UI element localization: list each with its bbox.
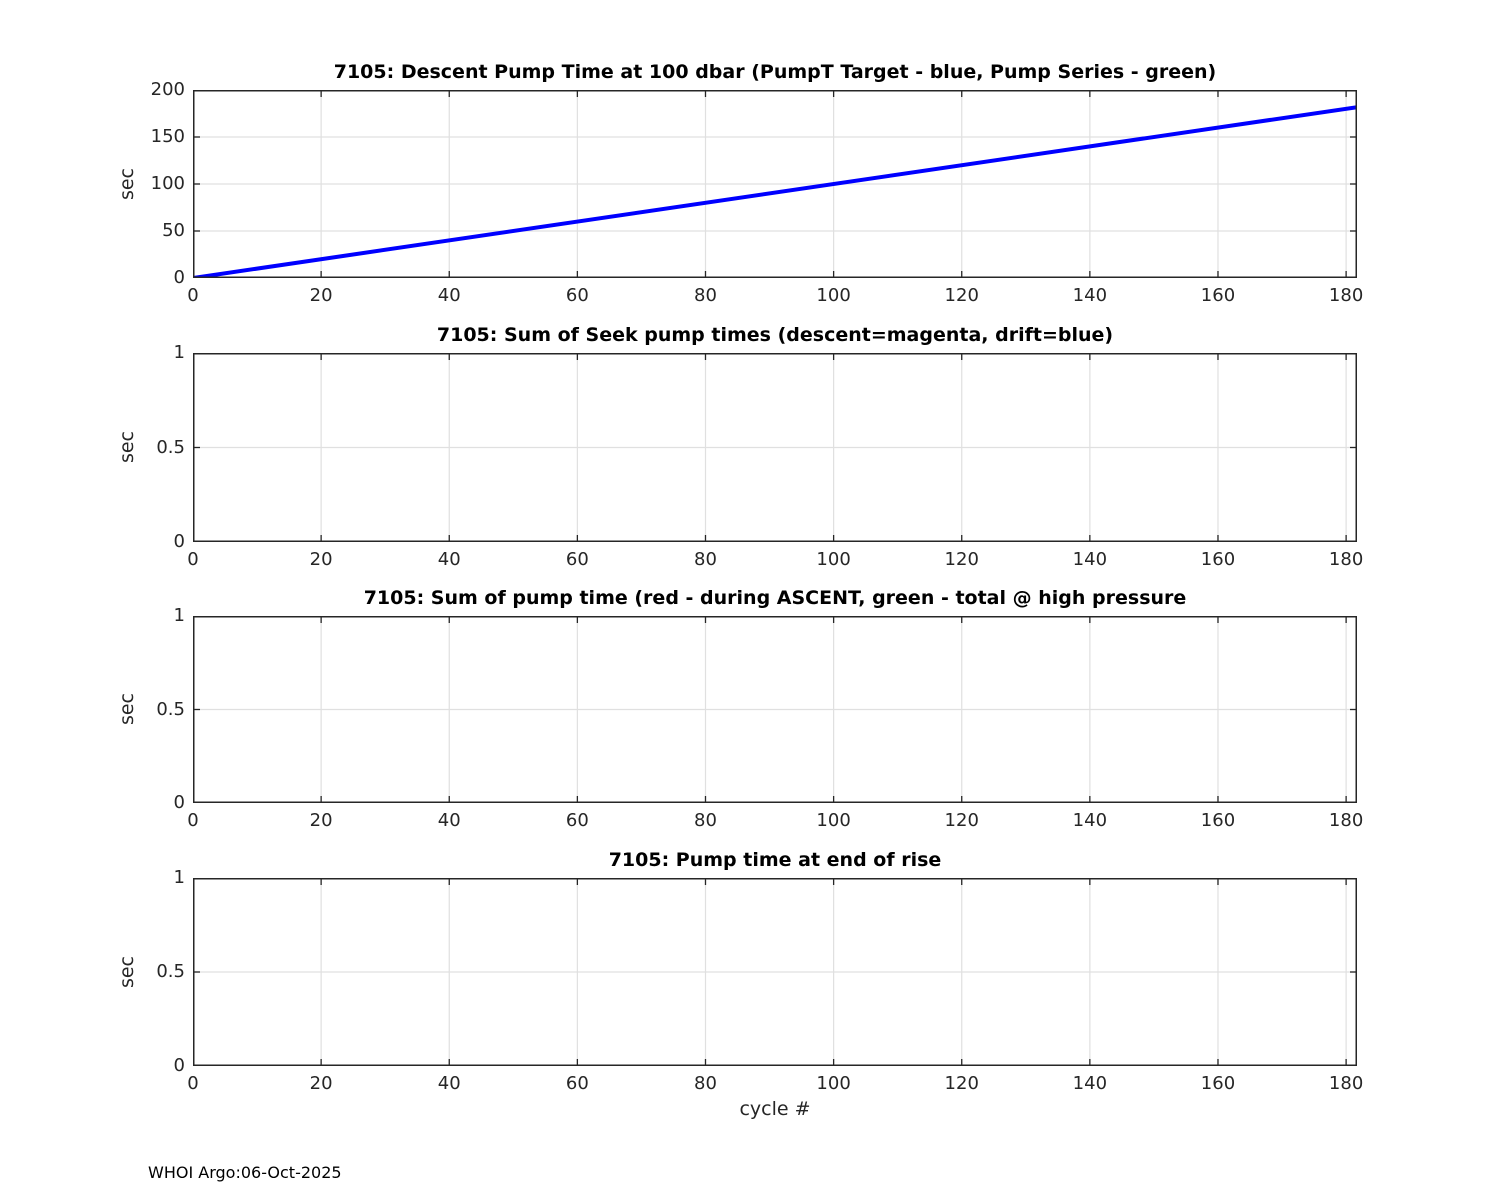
axes-box — [193, 878, 1357, 1066]
x-tick-label: 60 — [565, 1073, 589, 1094]
y-tick-label: 150 — [150, 126, 185, 147]
x-tick-label: 140 — [1072, 285, 1108, 306]
x-tick-label: 80 — [694, 285, 717, 306]
y-tick-label: 0.5 — [156, 698, 185, 720]
subplot-4-title: 7105: Pump time at end of rise — [608, 849, 942, 871]
x-tick-label: 100 — [816, 1073, 851, 1094]
axes-box — [193, 353, 1357, 542]
y-tick-label: 50 — [162, 220, 185, 241]
y-tick-label: 0 — [173, 792, 185, 813]
x-tick-label: 80 — [694, 1073, 717, 1094]
x-tick-label: 0 — [187, 549, 199, 570]
x-tick-label: 180 — [1328, 549, 1364, 570]
x-tick-label: 140 — [1072, 810, 1108, 831]
series-line — [193, 105, 1357, 278]
x-tick-label: 80 — [694, 810, 717, 831]
axes-box — [193, 90, 1357, 278]
y-tick-label: 0 — [173, 1055, 185, 1076]
x-tick-label: 20 — [309, 549, 333, 570]
x-tick-label: 40 — [437, 285, 461, 306]
y-tick-label: 100 — [150, 173, 185, 194]
y-tick-label: 0.5 — [156, 436, 185, 458]
subplot-1 — [193, 90, 1357, 278]
x-tick-label: 40 — [437, 549, 461, 570]
axes-box — [193, 616, 1357, 803]
x-axis-label: cycle # — [739, 1098, 811, 1120]
x-tick-label: 60 — [565, 810, 589, 831]
x-tick-label: 120 — [944, 549, 979, 570]
x-tick-label: 20 — [309, 1073, 333, 1094]
x-tick-label: 100 — [816, 549, 851, 570]
y-tick-label: 0 — [173, 531, 185, 552]
y-tick-label: 1 — [173, 342, 185, 363]
x-tick-label: 20 — [309, 810, 333, 831]
x-tick-label: 80 — [694, 549, 717, 570]
y-tick-label: 0.5 — [156, 961, 185, 982]
x-tick-label: 120 — [944, 810, 979, 831]
subplot-4 — [193, 878, 1357, 1066]
subplot-3 — [193, 616, 1357, 803]
x-tick-label: 60 — [565, 549, 589, 570]
x-tick-label: 160 — [1200, 285, 1236, 306]
x-tick-label: 140 — [1072, 1073, 1108, 1094]
x-tick-label: 180 — [1328, 285, 1364, 306]
x-tick-label: 120 — [944, 1073, 979, 1094]
x-tick-label: 120 — [944, 285, 979, 306]
y-tick-label: 0 — [173, 267, 185, 288]
x-tick-label: 160 — [1200, 810, 1236, 831]
y-tick-label: 1 — [173, 867, 185, 888]
x-tick-label: 180 — [1328, 1073, 1364, 1094]
x-tick-label: 100 — [816, 810, 851, 831]
x-tick-label: 0 — [187, 1073, 199, 1094]
y-tick-label: 200 — [150, 79, 185, 100]
x-tick-label: 180 — [1328, 810, 1364, 831]
subplot-1-title: 7105: Descent Pump Time at 100 dbar (Pum… — [333, 61, 1217, 83]
y-tick-label: 1 — [173, 605, 185, 626]
x-tick-label: 160 — [1200, 1073, 1236, 1094]
x-tick-label: 60 — [565, 285, 589, 306]
x-tick-label: 160 — [1200, 549, 1236, 570]
x-tick-label: 140 — [1072, 549, 1108, 570]
footer-credit: WHOI Argo:06-Oct-2025 — [148, 1163, 342, 1182]
x-tick-label: 20 — [309, 285, 333, 306]
x-tick-label: 40 — [437, 810, 461, 831]
x-tick-label: 100 — [816, 285, 851, 306]
subplot-2-title: 7105: Sum of Seek pump times (descent=ma… — [436, 324, 1114, 346]
x-tick-label: 0 — [187, 810, 199, 831]
x-tick-label: 40 — [437, 1073, 461, 1094]
subplot-2 — [193, 353, 1357, 542]
subplot-3-title: 7105: Sum of pump time (red - during ASC… — [363, 587, 1187, 609]
x-tick-label: 0 — [187, 285, 199, 306]
